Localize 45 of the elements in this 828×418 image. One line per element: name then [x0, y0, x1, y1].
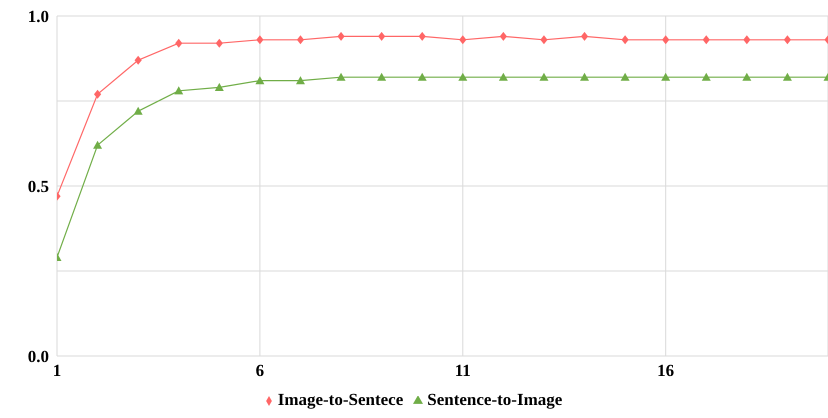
legend-label: Image-to-Sentece — [278, 390, 404, 409]
point — [216, 38, 223, 48]
point — [743, 35, 750, 44]
point — [702, 35, 710, 44]
point — [784, 35, 792, 44]
point — [255, 76, 264, 84]
point — [661, 72, 670, 81]
point — [418, 32, 426, 41]
x-tick-label: 16 — [657, 361, 674, 380]
point — [94, 90, 102, 99]
point — [662, 35, 670, 44]
point — [498, 72, 508, 81]
y-tick-label: 0.0 — [28, 347, 49, 366]
point — [336, 72, 346, 81]
point — [540, 35, 548, 44]
point — [296, 76, 305, 84]
point — [620, 72, 630, 81]
point — [742, 72, 752, 81]
point — [580, 32, 588, 41]
point — [782, 72, 792, 81]
point — [296, 35, 304, 44]
point — [175, 38, 182, 48]
point — [214, 82, 224, 91]
y-tick-label: 0.5 — [28, 177, 49, 196]
point — [93, 140, 102, 149]
point — [459, 35, 466, 44]
point — [378, 32, 386, 41]
point — [134, 106, 143, 115]
point — [500, 32, 507, 41]
legend-label: Sentence-to-Image — [427, 390, 562, 409]
point — [580, 72, 590, 81]
point — [174, 86, 184, 94]
point — [134, 56, 142, 65]
y-tick-label: 1.0 — [28, 7, 49, 26]
point — [458, 72, 468, 81]
x-tick-label: 6 — [256, 361, 264, 380]
point — [377, 72, 386, 81]
point — [702, 72, 711, 81]
point — [337, 32, 345, 41]
x-tick-label: 11 — [454, 361, 471, 380]
point — [418, 72, 427, 81]
x-tick-label: 1 — [52, 361, 62, 380]
point — [622, 35, 629, 44]
point — [256, 35, 264, 44]
point — [539, 72, 548, 81]
